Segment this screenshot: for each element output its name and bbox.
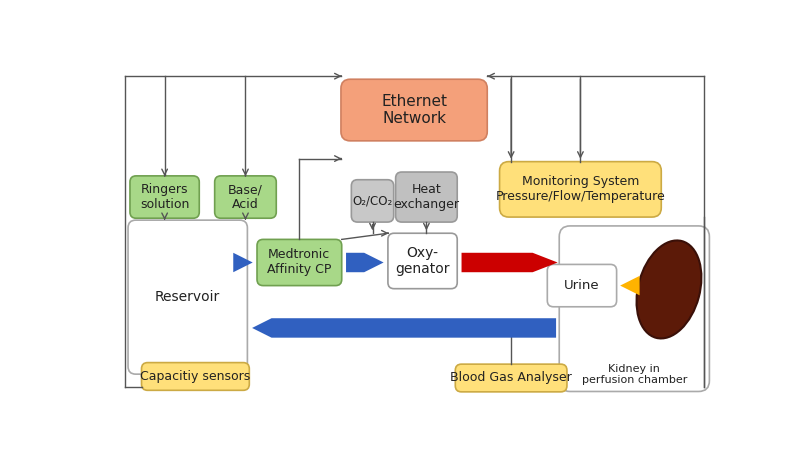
Text: Urine: Urine [564,279,600,292]
FancyBboxPatch shape [388,233,457,288]
FancyBboxPatch shape [141,363,250,390]
Text: Base/
Acid: Base/ Acid [228,183,263,211]
FancyBboxPatch shape [396,172,457,222]
FancyBboxPatch shape [341,79,487,141]
FancyBboxPatch shape [215,176,276,218]
Text: Ringers
solution: Ringers solution [140,183,189,211]
FancyBboxPatch shape [351,180,393,222]
FancyBboxPatch shape [559,226,709,391]
FancyBboxPatch shape [128,220,247,374]
Text: Reservoir: Reservoir [155,290,221,304]
FancyBboxPatch shape [130,176,200,218]
Text: O₂/CO₂: O₂/CO₂ [352,194,393,207]
FancyBboxPatch shape [499,162,661,217]
Text: Medtronic
Affinity CP: Medtronic Affinity CP [267,248,331,277]
Text: Capacitiy sensors: Capacitiy sensors [141,370,250,383]
Text: Kidney in
perfusion chamber: Kidney in perfusion chamber [582,364,687,385]
Text: Oxy-
genator: Oxy- genator [395,246,450,276]
FancyBboxPatch shape [257,239,342,286]
FancyBboxPatch shape [547,264,617,307]
Text: Ethernet
Network: Ethernet Network [381,94,447,126]
Ellipse shape [637,240,701,339]
Text: Blood Gas Analyser: Blood Gas Analyser [450,371,572,384]
Text: Monitoring System
Pressure/Flow/Temperature: Monitoring System Pressure/Flow/Temperat… [495,175,665,203]
Text: Heat
exchanger: Heat exchanger [393,183,460,211]
FancyBboxPatch shape [455,364,567,392]
